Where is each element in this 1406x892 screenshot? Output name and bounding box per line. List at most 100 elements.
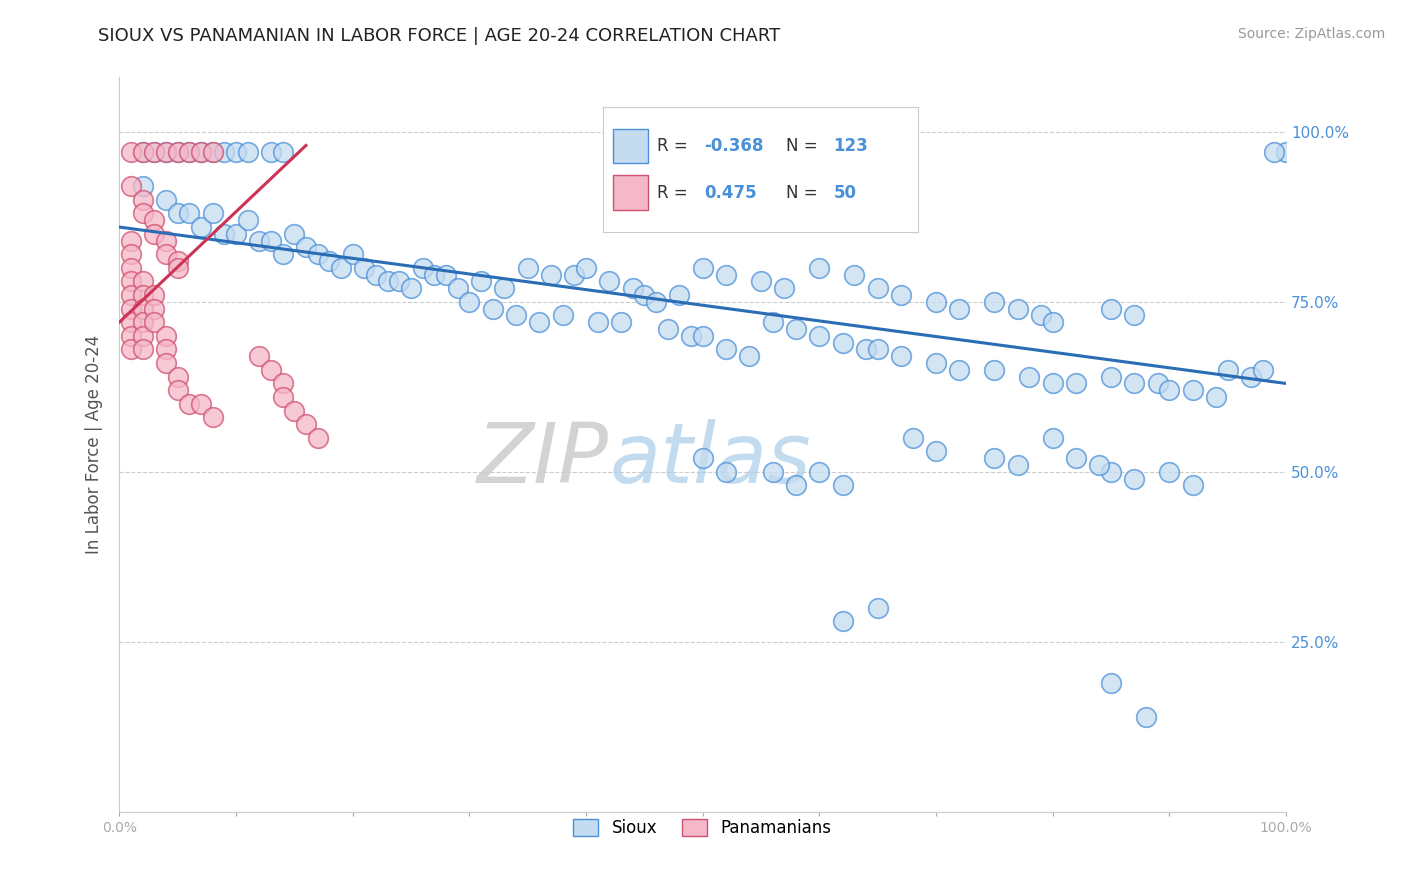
Point: [1251, 363, 1274, 377]
Point: [808, 465, 831, 479]
Point: [1159, 384, 1181, 398]
Point: [271, 247, 294, 261]
Point: [855, 343, 877, 357]
Point: [1135, 709, 1157, 723]
Point: [131, 329, 153, 343]
Point: [131, 301, 153, 316]
Point: [458, 294, 481, 309]
Point: [318, 254, 340, 268]
Point: [762, 315, 785, 329]
Point: [551, 309, 574, 323]
Point: [214, 227, 236, 241]
Point: [166, 260, 188, 275]
Point: [143, 213, 166, 227]
Y-axis label: In Labor Force | Age 20-24: In Labor Force | Age 20-24: [86, 335, 103, 554]
Point: [120, 260, 142, 275]
Point: [120, 301, 142, 316]
Point: [388, 275, 411, 289]
Point: [621, 281, 644, 295]
Point: [307, 431, 329, 445]
Point: [668, 288, 690, 302]
Point: [1146, 376, 1168, 391]
Point: [983, 294, 1005, 309]
Point: [342, 247, 364, 261]
Point: [1099, 675, 1122, 690]
Point: [610, 315, 633, 329]
Point: [131, 193, 153, 207]
Point: [470, 275, 492, 289]
Point: [692, 260, 714, 275]
Point: [983, 451, 1005, 466]
Point: [866, 281, 889, 295]
Point: [166, 145, 188, 160]
Point: [260, 234, 283, 248]
Point: [131, 145, 153, 160]
Point: [1240, 369, 1263, 384]
Point: [785, 322, 807, 336]
Point: [505, 309, 527, 323]
Point: [481, 301, 503, 316]
Point: [131, 206, 153, 220]
Point: [155, 343, 177, 357]
Point: [1123, 472, 1146, 486]
Point: [1088, 458, 1111, 472]
Point: [377, 275, 399, 289]
Text: SIOUX VS PANAMANIAN IN LABOR FORCE | AGE 20-24 CORRELATION CHART: SIOUX VS PANAMANIAN IN LABOR FORCE | AGE…: [98, 27, 780, 45]
Point: [190, 220, 212, 235]
Point: [598, 275, 620, 289]
Point: [155, 145, 177, 160]
Point: [1018, 369, 1040, 384]
Point: [120, 315, 142, 329]
Point: [247, 349, 270, 363]
Point: [120, 275, 142, 289]
Point: [283, 403, 305, 417]
Point: [179, 145, 201, 160]
Point: [1181, 384, 1204, 398]
Point: [562, 268, 585, 282]
Point: [1064, 376, 1087, 391]
Point: [1123, 376, 1146, 391]
Point: [131, 343, 153, 357]
Point: [831, 335, 853, 350]
Point: [1263, 145, 1285, 160]
Point: [271, 390, 294, 404]
Point: [143, 227, 166, 241]
Point: [831, 615, 853, 629]
Point: [166, 369, 188, 384]
Text: ZIP: ZIP: [477, 419, 609, 500]
Point: [364, 268, 387, 282]
Point: [120, 234, 142, 248]
Point: [131, 179, 153, 194]
Point: [155, 234, 177, 248]
Point: [692, 451, 714, 466]
Point: [785, 478, 807, 492]
Point: [412, 260, 434, 275]
Point: [692, 329, 714, 343]
Point: [143, 315, 166, 329]
Point: [214, 145, 236, 160]
Point: [844, 268, 866, 282]
Point: [143, 301, 166, 316]
Point: [190, 145, 212, 160]
Point: [120, 329, 142, 343]
Point: [201, 145, 224, 160]
Point: [190, 145, 212, 160]
Point: [1205, 390, 1227, 404]
Point: [925, 444, 948, 458]
Point: [1007, 301, 1029, 316]
Point: [446, 281, 468, 295]
Point: [131, 315, 153, 329]
Point: [434, 268, 457, 282]
Point: [143, 145, 166, 160]
Point: [749, 275, 772, 289]
Point: [925, 356, 948, 370]
Point: [1216, 363, 1239, 377]
Point: [1064, 451, 1087, 466]
Point: [236, 145, 259, 160]
Point: [166, 254, 188, 268]
Point: [925, 294, 948, 309]
Point: [516, 260, 538, 275]
Point: [201, 145, 224, 160]
Point: [247, 234, 270, 248]
Point: [1099, 301, 1122, 316]
